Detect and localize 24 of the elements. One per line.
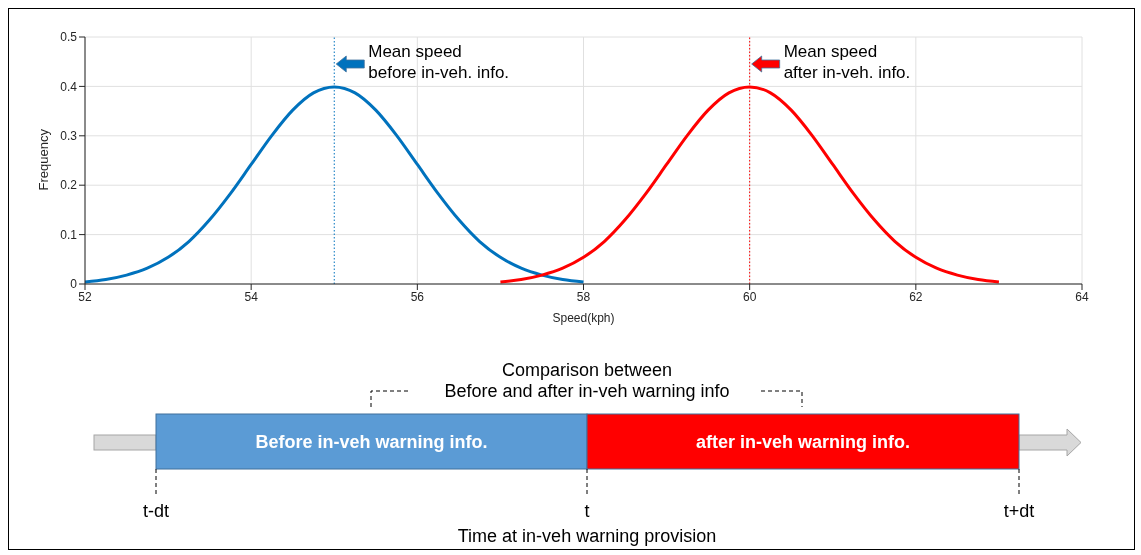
x-tick-label: 58 [576, 289, 591, 304]
y-tick-label: 0.2 [60, 178, 78, 193]
y-tick-label: 0 [70, 277, 78, 292]
text: Time at in-veh warning provision [457, 526, 717, 546]
x-tick-label: 56 [410, 289, 425, 304]
text: Comparison between Before and after in-veh warning info [444, 360, 730, 401]
x-axis-title: Speed(kph) [552, 311, 615, 325]
x-tick-label: 60 [742, 289, 757, 304]
ref-line-label: Mean speed before in-veh. info. [368, 42, 510, 82]
text: t [584, 501, 590, 521]
y-tick-label: 0.5 [60, 30, 78, 45]
x-tick-label: 52 [78, 289, 92, 304]
y-tick-label: 0.1 [60, 227, 78, 242]
x-tick-label: 64 [1075, 289, 1089, 304]
ref-line-label: Mean speed after in-veh. info. [783, 42, 911, 82]
text: after in-veh warning info. [695, 432, 911, 452]
x-tick-label: 62 [909, 289, 923, 304]
y-axis-title: Frequency [35, 128, 51, 191]
text: t-dt [142, 501, 170, 521]
text: Before in-veh warning info. [255, 432, 488, 452]
y-tick-label: 0.3 [60, 129, 78, 144]
text: t+dt [1003, 501, 1035, 521]
y-tick-label: 0.4 [60, 79, 78, 94]
x-tick-label: 54 [244, 289, 259, 304]
